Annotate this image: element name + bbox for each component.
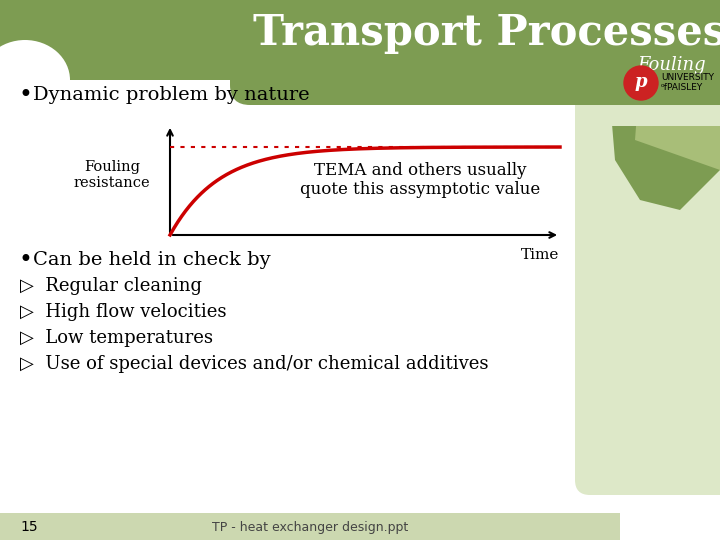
- Ellipse shape: [0, 40, 70, 120]
- Text: TP - heat exchanger design.ppt: TP - heat exchanger design.ppt: [212, 521, 408, 534]
- Text: ▷  High flow velocities: ▷ High flow velocities: [20, 303, 227, 321]
- Text: ▷  Regular cleaning: ▷ Regular cleaning: [20, 277, 202, 295]
- Text: Fouling
resistance: Fouling resistance: [73, 160, 150, 190]
- Text: Can be held in check by: Can be held in check by: [33, 251, 271, 269]
- Text: Dynamic problem by nature: Dynamic problem by nature: [33, 86, 310, 104]
- Text: Transport Processes: Transport Processes: [253, 12, 720, 54]
- Text: 15: 15: [20, 520, 37, 534]
- FancyBboxPatch shape: [230, 0, 720, 105]
- Text: UNIVERSITY: UNIVERSITY: [661, 73, 714, 83]
- Text: Time: Time: [521, 248, 559, 262]
- FancyBboxPatch shape: [0, 0, 720, 80]
- Text: p: p: [635, 73, 647, 91]
- Polygon shape: [610, 0, 720, 210]
- Circle shape: [624, 66, 658, 100]
- FancyBboxPatch shape: [608, 36, 720, 126]
- FancyBboxPatch shape: [575, 45, 720, 495]
- Text: TEMA and others usually
quote this assymptotic value: TEMA and others usually quote this assym…: [300, 161, 540, 198]
- Text: ▷  Low temperatures: ▷ Low temperatures: [20, 329, 213, 347]
- Text: ᵒfPAISLEY: ᵒfPAISLEY: [661, 84, 703, 92]
- FancyBboxPatch shape: [0, 513, 620, 540]
- Text: •: •: [18, 248, 32, 272]
- Polygon shape: [635, 50, 720, 170]
- Text: Fouling: Fouling: [638, 56, 706, 74]
- Text: ▷  Use of special devices and/or chemical additives: ▷ Use of special devices and/or chemical…: [20, 355, 488, 373]
- Text: •: •: [18, 83, 32, 107]
